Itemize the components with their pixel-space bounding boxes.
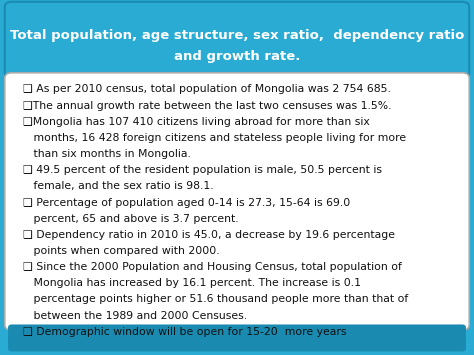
Text: percent, 65 and above is 3.7 percent.: percent, 65 and above is 3.7 percent. — [23, 214, 238, 224]
FancyBboxPatch shape — [5, 2, 469, 78]
Text: between the 1989 and 2000 Censuses.: between the 1989 and 2000 Censuses. — [23, 311, 247, 321]
Text: ❑The annual growth rate between the last two censuses was 1.5%.: ❑The annual growth rate between the last… — [23, 100, 391, 111]
Text: ❑ As per 2010 census, total population of Mongolia was 2 754 685.: ❑ As per 2010 census, total population o… — [23, 84, 391, 94]
Text: than six months in Mongolia.: than six months in Mongolia. — [23, 149, 191, 159]
FancyBboxPatch shape — [8, 324, 466, 351]
Text: ❑Mongolia has 107 410 citizens living abroad for more than six: ❑Mongolia has 107 410 citizens living ab… — [23, 117, 370, 127]
Text: ❑ Since the 2000 Population and Housing Census, total population of: ❑ Since the 2000 Population and Housing … — [23, 262, 401, 272]
Text: Mongolia has increased by 16.1 percent. The increase is 0.1: Mongolia has increased by 16.1 percent. … — [23, 278, 361, 288]
Text: ❑ Percentage of population aged 0-14 is 27.3, 15-64 is 69.0: ❑ Percentage of population aged 0-14 is … — [23, 197, 350, 208]
Text: ❑ 49.5 percent of the resident population is male, 50.5 percent is: ❑ 49.5 percent of the resident populatio… — [23, 165, 382, 175]
Text: Total population, age structure, sex ratio,  dependency ratio: Total population, age structure, sex rat… — [10, 29, 464, 42]
Text: female, and the sex ratio is 98.1.: female, and the sex ratio is 98.1. — [23, 181, 213, 191]
Text: points when compared with 2000.: points when compared with 2000. — [23, 246, 219, 256]
Text: percentage points higher or 51.6 thousand people more than that of: percentage points higher or 51.6 thousan… — [23, 295, 408, 305]
Text: months, 16 428 foreign citizens and stateless people living for more: months, 16 428 foreign citizens and stat… — [23, 133, 406, 143]
Text: ❑ Demographic window will be open for 15-20  more years: ❑ Demographic window will be open for 15… — [23, 327, 346, 337]
Text: and growth rate.: and growth rate. — [174, 50, 300, 62]
Text: ❑ Dependency ratio in 2010 is 45.0, a decrease by 19.6 percentage: ❑ Dependency ratio in 2010 is 45.0, a de… — [23, 230, 395, 240]
FancyBboxPatch shape — [5, 73, 469, 330]
